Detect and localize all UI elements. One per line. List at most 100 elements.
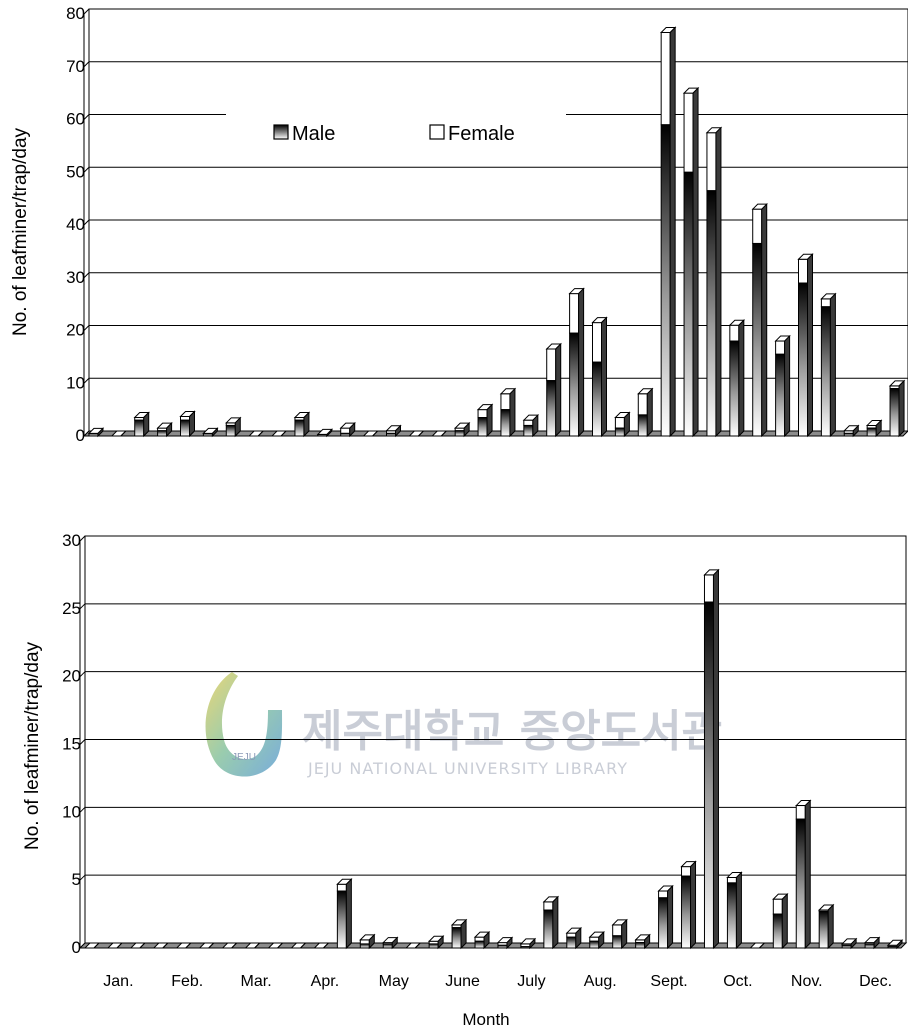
x-axis-label: Month bbox=[462, 1010, 509, 1029]
bar-segment-male bbox=[382, 943, 393, 949]
bar bbox=[797, 253, 814, 438]
bar bbox=[129, 942, 147, 949]
bar-segment-male bbox=[589, 940, 600, 949]
bar bbox=[453, 421, 471, 438]
bar bbox=[313, 942, 330, 949]
bar-segment-female bbox=[798, 258, 808, 284]
bar-segment-male bbox=[866, 427, 877, 437]
bar bbox=[705, 126, 723, 438]
chart-top: 0 10 20 30 40 50 60 70 80 bbox=[66, 4, 908, 445]
bar bbox=[863, 936, 881, 950]
bar-segment-female bbox=[820, 298, 831, 308]
bar-segment-male bbox=[294, 419, 305, 437]
bar bbox=[198, 942, 215, 949]
library-logo-icon bbox=[205, 672, 283, 777]
bar-side bbox=[850, 937, 857, 950]
y-tick-mark bbox=[83, 272, 90, 279]
y-tick-mark bbox=[79, 671, 86, 678]
bar bbox=[316, 428, 334, 438]
bar-side bbox=[578, 287, 585, 438]
legend-label-female: Female bbox=[448, 123, 515, 145]
bar-side bbox=[486, 403, 493, 438]
y-tick-label: 5 bbox=[72, 870, 81, 889]
bar-side bbox=[807, 253, 813, 438]
bar bbox=[427, 935, 445, 950]
bar-side bbox=[532, 413, 539, 438]
y-tick-mark bbox=[83, 325, 90, 331]
y-tick-label: 40 bbox=[66, 215, 85, 234]
bar-segment-male bbox=[772, 913, 783, 949]
bar-segment-female bbox=[703, 574, 714, 603]
bar bbox=[519, 937, 537, 950]
bar-segment-male bbox=[359, 943, 370, 949]
bar bbox=[795, 799, 812, 950]
bar-segment-male bbox=[592, 361, 602, 437]
bar-segment-female bbox=[658, 890, 669, 899]
bar-segment-female bbox=[474, 936, 485, 942]
y-tick-label: 70 bbox=[66, 57, 85, 76]
x-tick-label: Jan. bbox=[103, 973, 133, 990]
bar-side bbox=[414, 942, 421, 949]
bar-segment-male bbox=[340, 432, 351, 437]
y-tick-mark bbox=[79, 806, 86, 813]
x-tick-label: Mar. bbox=[241, 973, 272, 990]
bar bbox=[362, 430, 379, 437]
bar-segment-male bbox=[454, 430, 465, 437]
y-tick-mark bbox=[83, 219, 90, 226]
x-tick-label: May bbox=[379, 973, 409, 990]
bar-segment-male bbox=[843, 432, 854, 437]
bar bbox=[133, 411, 150, 438]
bar-segment-male bbox=[752, 242, 763, 437]
y-tick-mark bbox=[83, 377, 90, 384]
bar bbox=[888, 379, 906, 438]
legend-label-male: Male bbox=[292, 123, 335, 145]
bar bbox=[87, 427, 105, 438]
watermark-korean: 제주대학교 중앙도서관 bbox=[302, 706, 722, 757]
bar-segment-male bbox=[336, 890, 347, 949]
bar-segment-female bbox=[592, 322, 602, 363]
bar bbox=[431, 430, 448, 437]
x-tick-label: Sept. bbox=[650, 973, 687, 990]
bar-side bbox=[852, 424, 859, 438]
bar-segment-male bbox=[795, 818, 806, 949]
bar-side bbox=[463, 421, 470, 438]
x-tick-label: Oct. bbox=[723, 973, 752, 990]
bar-side bbox=[345, 878, 352, 950]
bar bbox=[817, 903, 835, 950]
bar-side bbox=[827, 903, 834, 950]
x-tick-label: July bbox=[517, 973, 545, 990]
bar-segment-male bbox=[386, 432, 396, 437]
bar-segment-female bbox=[336, 883, 347, 892]
bar-side bbox=[234, 416, 241, 438]
bar-side bbox=[211, 427, 218, 438]
bar-segment-female bbox=[614, 417, 625, 429]
bar-side bbox=[873, 936, 880, 950]
bar bbox=[565, 926, 583, 950]
y-tick-label: 25 bbox=[62, 599, 81, 618]
bar-side bbox=[804, 799, 811, 950]
bar-segment-male bbox=[614, 427, 625, 437]
bar-segment-female bbox=[523, 419, 534, 426]
bar bbox=[728, 319, 746, 438]
bar bbox=[221, 942, 238, 949]
bar bbox=[522, 413, 540, 438]
bar bbox=[225, 416, 242, 438]
bar-side bbox=[715, 126, 722, 438]
x-tick-label: Apr. bbox=[311, 973, 339, 990]
bar bbox=[499, 387, 517, 438]
bar-side bbox=[621, 918, 628, 950]
bar-side bbox=[759, 942, 765, 949]
bar-segment-female bbox=[795, 805, 806, 820]
bar-segment-male bbox=[841, 944, 852, 949]
bar bbox=[244, 942, 261, 949]
bar-side bbox=[690, 860, 697, 950]
bar-side bbox=[875, 419, 882, 438]
bar-segment-female bbox=[637, 393, 648, 416]
bar bbox=[450, 918, 468, 950]
library-watermark: JEJU 제주대학교 중앙도서관 JEJU NATIONAL UNIVERSIT… bbox=[205, 672, 722, 778]
bar-side bbox=[349, 421, 356, 438]
bar-side bbox=[391, 936, 398, 950]
bar bbox=[749, 942, 766, 949]
bar bbox=[886, 939, 904, 950]
bar-side bbox=[712, 568, 719, 950]
